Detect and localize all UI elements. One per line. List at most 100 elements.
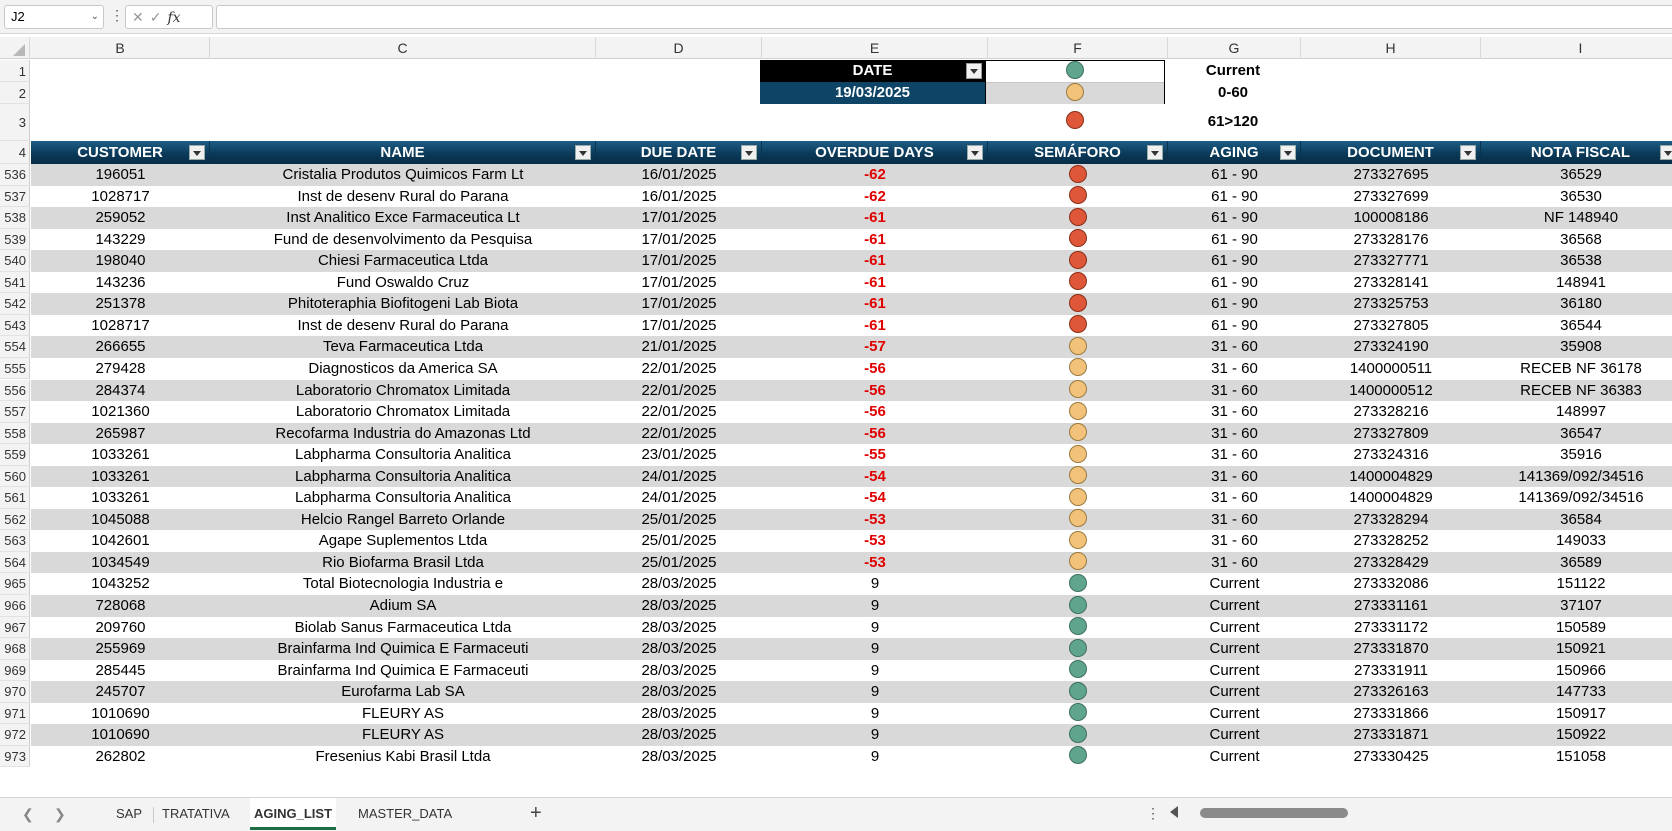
row-number[interactable]: 557: [0, 401, 30, 423]
cell-overdue-days[interactable]: -53: [762, 530, 988, 552]
row-number[interactable]: 554: [0, 336, 30, 358]
cell-document[interactable]: 273324316: [1301, 444, 1481, 466]
cell-customer[interactable]: 1042601: [31, 530, 210, 552]
cell-overdue-days[interactable]: -56: [762, 357, 988, 380]
cell-nota-fiscal[interactable]: 148997: [1481, 401, 1672, 423]
cell-due-date[interactable]: 24/01/2025: [596, 487, 762, 509]
cell-semaforo[interactable]: [988, 551, 1168, 574]
cell-name[interactable]: Labpharma Consultoria Analitica: [210, 465, 596, 488]
cell-customer[interactable]: 265987: [31, 422, 210, 445]
cell-due-date[interactable]: 17/01/2025: [596, 250, 762, 272]
cell-customer[interactable]: 1028717: [31, 185, 210, 208]
cell-nota-fiscal[interactable]: 148941: [1481, 271, 1672, 294]
more-options-icon[interactable]: ⋮: [1146, 805, 1160, 821]
cell-due-date[interactable]: 22/01/2025: [596, 422, 762, 445]
cell-semaforo[interactable]: [988, 185, 1168, 208]
cell-semaforo[interactable]: [988, 724, 1168, 746]
cell-aging[interactable]: Current: [1168, 745, 1301, 768]
row-number[interactable]: 971: [0, 702, 30, 725]
cell-name[interactable]: Inst de desenv Rural do Parana: [210, 314, 596, 337]
cell-nota-fiscal[interactable]: RECEB NF 36383: [1481, 379, 1672, 402]
header-aging[interactable]: AGING: [1168, 141, 1301, 164]
row-number[interactable]: 970: [0, 681, 30, 703]
row-number[interactable]: 560: [0, 465, 30, 488]
cell-due-date[interactable]: 23/01/2025: [596, 444, 762, 466]
cell-name[interactable]: Adium SA: [210, 595, 596, 617]
cell-aging[interactable]: 61 - 90: [1168, 228, 1301, 251]
cell-overdue-days[interactable]: 9: [762, 724, 988, 746]
cell-document[interactable]: 273327695: [1301, 164, 1481, 186]
cell-semaforo[interactable]: [988, 207, 1168, 229]
cell-nota-fiscal[interactable]: 36180: [1481, 293, 1672, 315]
cell-document[interactable]: 273331866: [1301, 702, 1481, 725]
cell-semaforo[interactable]: [988, 271, 1168, 294]
header-due-date[interactable]: DUE DATE: [596, 141, 762, 164]
row-number[interactable]: 973: [0, 745, 30, 768]
cell-customer[interactable]: 209760: [31, 616, 210, 639]
cell-document[interactable]: 273331161: [1301, 595, 1481, 617]
row-number[interactable]: 559: [0, 444, 30, 466]
cell-customer[interactable]: 1028717: [31, 314, 210, 337]
sheet-tab-aging-list[interactable]: AGING_LIST: [250, 798, 337, 830]
cell-nota-fiscal[interactable]: 37107: [1481, 595, 1672, 617]
cell-semaforo[interactable]: [988, 508, 1168, 531]
cell-aging[interactable]: Current: [1168, 638, 1301, 660]
cell-overdue-days[interactable]: 9: [762, 681, 988, 703]
cell-document[interactable]: 100008186: [1301, 207, 1481, 229]
cell-nota-fiscal[interactable]: 141369/092/34516: [1481, 487, 1672, 509]
cell-overdue-days[interactable]: 9: [762, 595, 988, 617]
sheet-tab-master-data[interactable]: MASTER_DATA: [358, 806, 453, 821]
cell-semaforo[interactable]: [988, 530, 1168, 552]
cell-aging[interactable]: 31 - 60: [1168, 508, 1301, 531]
cell-customer[interactable]: 266655: [31, 336, 210, 358]
cell-name[interactable]: Phitoteraphia Biofitogeni Lab Biota: [210, 293, 596, 315]
cell-semaforo[interactable]: [988, 314, 1168, 337]
cell-aging[interactable]: 31 - 60: [1168, 530, 1301, 552]
cell-document[interactable]: 1400004829: [1301, 465, 1481, 488]
cell-due-date[interactable]: 17/01/2025: [596, 271, 762, 294]
cell-name[interactable]: Laboratorio Chromatox Limitada: [210, 379, 596, 402]
cell-aging[interactable]: 61 - 90: [1168, 271, 1301, 294]
cell-aging[interactable]: 31 - 60: [1168, 551, 1301, 574]
legend-cell-red[interactable]: [985, 111, 1165, 133]
cell-overdue-days[interactable]: -56: [762, 401, 988, 423]
cell-name[interactable]: Cristalia Produtos Quimicos Farm Lt: [210, 164, 596, 186]
cell-customer[interactable]: 1034549: [31, 551, 210, 574]
cell-document[interactable]: 273332086: [1301, 573, 1481, 595]
cell-document[interactable]: 273327809: [1301, 422, 1481, 445]
cell-overdue-days[interactable]: -53: [762, 508, 988, 531]
cell-semaforo[interactable]: [988, 444, 1168, 466]
confirm-icon[interactable]: ✓: [149, 9, 168, 25]
cell-aging[interactable]: Current: [1168, 659, 1301, 682]
cell-customer[interactable]: 728068: [31, 595, 210, 617]
row-number[interactable]: 562: [0, 508, 30, 531]
cell-document[interactable]: 273331172: [1301, 616, 1481, 639]
cell-nota-fiscal[interactable]: 36530: [1481, 185, 1672, 208]
cell-semaforo[interactable]: [988, 250, 1168, 272]
cell-nota-fiscal[interactable]: RECEB NF 36178: [1481, 357, 1672, 380]
cell-due-date[interactable]: 28/03/2025: [596, 616, 762, 639]
cell-nota-fiscal[interactable]: 150922: [1481, 724, 1672, 746]
cell-overdue-days[interactable]: -61: [762, 228, 988, 251]
cell-due-date[interactable]: 16/01/2025: [596, 164, 762, 186]
cell-due-date[interactable]: 25/01/2025: [596, 508, 762, 531]
cell-document[interactable]: 273328252: [1301, 530, 1481, 552]
cell-customer[interactable]: 1045088: [31, 508, 210, 531]
cell-aging[interactable]: Current: [1168, 702, 1301, 725]
cell-due-date[interactable]: 22/01/2025: [596, 379, 762, 402]
column-header-c[interactable]: C: [210, 37, 596, 59]
cell-customer[interactable]: 262802: [31, 745, 210, 768]
cell-nota-fiscal[interactable]: 36589: [1481, 551, 1672, 574]
cell-overdue-days[interactable]: -62: [762, 164, 988, 186]
cell-due-date[interactable]: 28/03/2025: [596, 745, 762, 768]
cell-overdue-days[interactable]: 9: [762, 702, 988, 725]
cell-document[interactable]: 273328216: [1301, 401, 1481, 423]
cell-overdue-days[interactable]: 9: [762, 638, 988, 660]
cell-aging[interactable]: 31 - 60: [1168, 401, 1301, 423]
cell-document[interactable]: 1400000511: [1301, 357, 1481, 380]
cell-semaforo[interactable]: [988, 595, 1168, 617]
filter-dropdown-button[interactable]: [741, 145, 757, 160]
cell-aging[interactable]: 31 - 60: [1168, 465, 1301, 488]
cell-name[interactable]: Labpharma Consultoria Analitica: [210, 444, 596, 466]
cell-customer[interactable]: 284374: [31, 379, 210, 402]
